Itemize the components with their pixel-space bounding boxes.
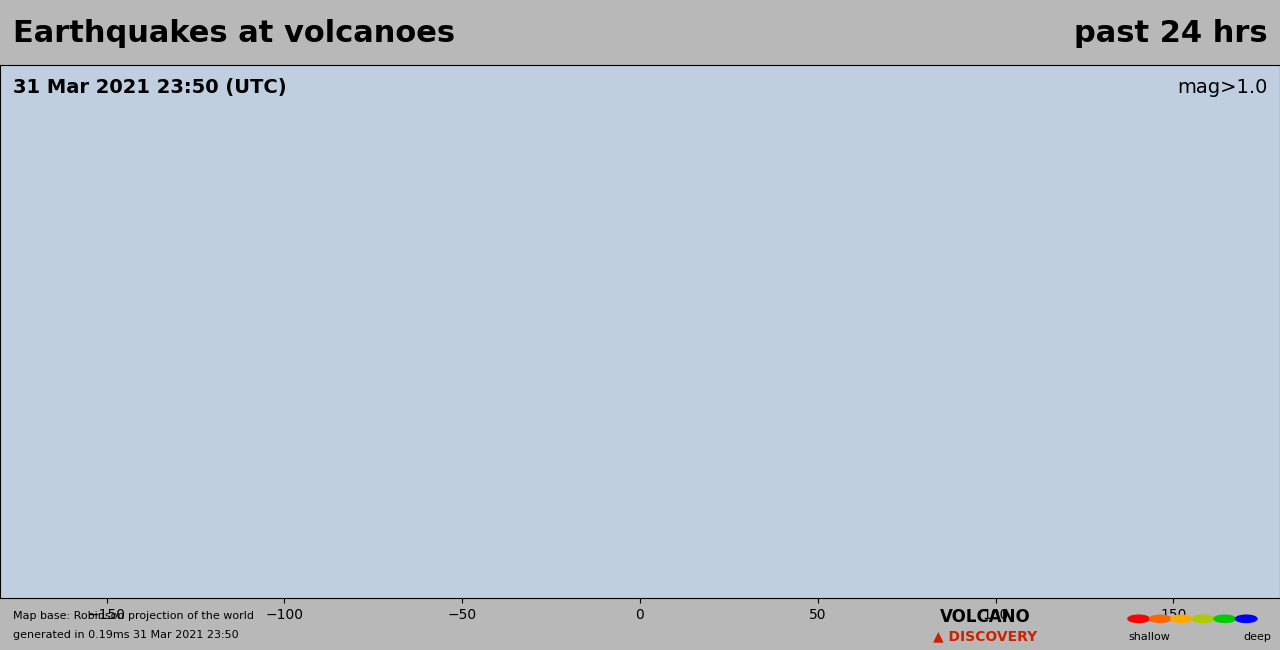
Text: 31 Mar 2021 23:50 (UTC): 31 Mar 2021 23:50 (UTC) [13,78,287,97]
Text: past 24 hrs: past 24 hrs [1074,20,1267,49]
Text: VOLCANO: VOLCANO [941,608,1030,627]
Text: ▲ DISCOVERY: ▲ DISCOVERY [933,629,1038,644]
Text: mag>1.0: mag>1.0 [1176,78,1267,97]
Text: Map base: Robinson projection of the world: Map base: Robinson projection of the wor… [13,611,253,621]
Text: deep: deep [1243,632,1271,642]
Text: generated in 0.19ms 31 Mar 2021 23:50: generated in 0.19ms 31 Mar 2021 23:50 [13,630,238,640]
Circle shape [1128,615,1149,623]
Text: shallow: shallow [1129,632,1170,642]
Circle shape [1149,615,1171,623]
Circle shape [1235,615,1257,623]
Text: Earthquakes at volcanoes: Earthquakes at volcanoes [13,20,454,49]
Circle shape [1193,615,1213,623]
Circle shape [1171,615,1193,623]
Circle shape [1213,615,1235,623]
